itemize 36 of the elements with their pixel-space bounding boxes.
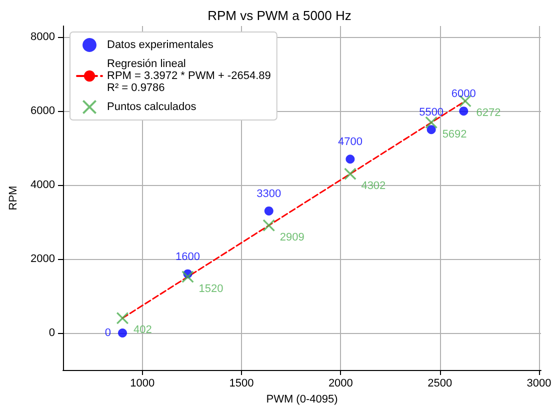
x-tick-label: 1000 (130, 378, 155, 390)
x-tick-label: 2000 (328, 378, 353, 390)
data-label: 0 (104, 327, 111, 340)
x-tick-label: 2500 (428, 378, 452, 390)
point (116, 312, 128, 324)
x-tick-label: 3000 (526, 378, 552, 390)
x-axis-title: PWM (0-4095) (266, 393, 338, 406)
y-tick-label: 8000 (30, 31, 55, 44)
chart-title: RPM vs PWM a 5000 Hz (208, 8, 352, 23)
point (182, 270, 194, 283)
x-tick-label: 1500 (229, 378, 254, 390)
data-label: 4700 (338, 136, 362, 148)
y-axis-title: RPM (8, 186, 20, 210)
y-tick-label: 4000 (30, 179, 55, 192)
point (344, 168, 356, 180)
y-tick-label: 6000 (30, 105, 55, 118)
data-label: 6000 (451, 88, 476, 100)
data-label: 3300 (256, 188, 282, 200)
point (118, 328, 127, 338)
data-label: 1520 (198, 282, 224, 295)
legend-label: Regresión lineal RPM = 3.3972 * PWM + -2654.89 R² = 0.9786 (107, 58, 271, 94)
legend-label: Puntos calculados (107, 101, 197, 113)
point (425, 116, 438, 128)
y-tick-label: 2000 (30, 253, 55, 266)
legend-label: Datos experimentales (107, 39, 214, 51)
point (262, 219, 275, 232)
data-label: 2909 (280, 231, 304, 244)
data-label: 1600 (176, 250, 200, 263)
point (459, 106, 468, 116)
data-label: 4302 (361, 180, 386, 192)
y-tick-label: 0 (48, 327, 55, 340)
data-label: 5692 (442, 128, 467, 140)
data-label: 5500 (419, 106, 444, 119)
point (426, 125, 436, 134)
point (346, 154, 355, 164)
point (264, 206, 274, 216)
